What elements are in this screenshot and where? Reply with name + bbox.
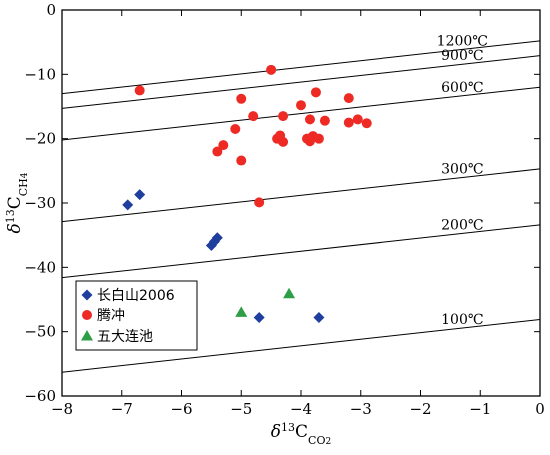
circle-point	[310, 87, 321, 98]
y-tick-label: −40	[24, 258, 56, 276]
isotherm-line	[61, 40, 541, 95]
y-tick-label: −60	[24, 387, 56, 405]
x-tick-label: −1	[469, 400, 491, 418]
x-tick-label: −6	[170, 400, 192, 418]
diamond-point	[134, 189, 146, 201]
legend-label-wudalianchi: 五大连池	[97, 329, 153, 345]
isotherm-label: 600℃	[441, 80, 483, 96]
circle-point	[254, 197, 265, 208]
circle-point	[278, 111, 289, 122]
circle-point	[134, 85, 145, 96]
isotherm-label: 900℃	[441, 48, 483, 64]
triangle-point	[235, 306, 248, 317]
x-tick-label: 0	[535, 400, 545, 418]
isotherm-lines	[61, 40, 541, 373]
y-tick-label: 0	[46, 1, 56, 19]
circle-point	[248, 111, 259, 122]
x-tick-label: −3	[350, 400, 372, 418]
y-tick-label: −20	[24, 130, 56, 148]
legend: 长白山2006 腾冲 五大连池	[75, 280, 198, 351]
isotherm-line	[61, 318, 541, 373]
isotherm-line	[61, 168, 541, 223]
circle-point	[319, 115, 330, 126]
legend-label-changbaishan: 长白山2006	[97, 288, 175, 304]
circle-point	[352, 114, 363, 125]
circle-point	[266, 64, 277, 75]
circle-point	[296, 100, 306, 111]
y-tick-label: −10	[24, 65, 56, 83]
circle-point	[230, 124, 241, 135]
isotherm-label: 100℃	[441, 312, 483, 328]
x-tick-label: −2	[409, 400, 431, 418]
triangle-point	[283, 287, 296, 299]
isotherm-label: 200℃	[441, 217, 483, 233]
isotherm-line	[61, 55, 541, 109]
circle-point	[343, 93, 354, 104]
x-tick-label: −4	[290, 400, 312, 418]
x-tick-label: −5	[230, 400, 252, 418]
circle-point	[212, 146, 223, 157]
legend-items	[81, 289, 93, 341]
diamond-point	[253, 312, 265, 324]
isotherm-label: 1200℃	[437, 33, 488, 49]
y-tick-label: −50	[24, 323, 56, 341]
x-tick-label: −7	[111, 400, 133, 418]
circle-point	[304, 114, 315, 125]
circle-point	[343, 117, 354, 128]
diamond-point	[122, 199, 134, 211]
data-points	[122, 64, 372, 324]
isotherm-line	[61, 224, 541, 279]
x-axis-title: δ13CCO2	[271, 421, 331, 448]
circle-point	[361, 118, 372, 129]
x-tick-label: −8	[51, 400, 73, 418]
isotherm-line	[61, 86, 541, 141]
axis-ticks: −8 −7 −6 −5 −4 −3 −2 −1 0−60−50−40−30−20−100	[24, 1, 544, 418]
circle-point	[236, 155, 247, 166]
circle-point	[313, 133, 324, 144]
circle-point	[278, 136, 289, 147]
legend-marker-diamond	[81, 289, 93, 301]
y-tick-label: −30	[24, 194, 56, 212]
diamond-point	[313, 312, 325, 324]
y-axis-title: δ13CCH4	[4, 172, 31, 233]
isotherm-label: 300℃	[441, 161, 483, 177]
legend-marker-circle	[82, 310, 92, 320]
legend-box	[75, 280, 198, 351]
circle-point	[236, 93, 247, 104]
legend-marker-triangle	[81, 330, 93, 341]
legend-label-tengchong: 腾冲	[97, 307, 125, 324]
diamond-point	[211, 232, 223, 244]
circle-point	[218, 140, 229, 151]
